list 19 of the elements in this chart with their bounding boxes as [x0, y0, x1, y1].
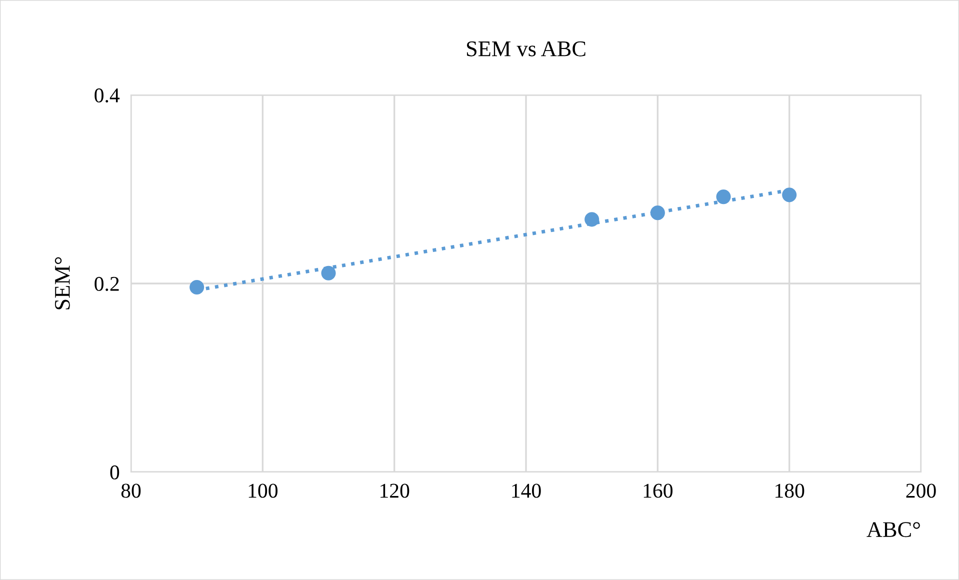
x-tick-label: 120: [380, 484, 410, 498]
point: [782, 188, 797, 202]
point: [321, 266, 336, 280]
point: [190, 280, 204, 295]
x-tick-label: 140: [512, 484, 541, 498]
x-tick-label: 200: [906, 484, 936, 498]
y-tick-label: 0.2: [94, 276, 119, 292]
point: [584, 212, 600, 227]
chart-title: SEM vs ABC: [466, 41, 586, 56]
x-tick-label: 160: [644, 484, 672, 498]
x-axis-title: ABC°: [866, 522, 920, 538]
point: [716, 190, 731, 204]
point: [650, 206, 665, 220]
y-tick-label: 0: [110, 465, 120, 480]
x-tick-label: 80: [121, 484, 141, 498]
x-tick-label: 100: [248, 484, 278, 498]
x-tick-label: 180: [776, 484, 804, 498]
y-axis-title: SEM°: [54, 257, 70, 310]
y-tick-label: 0.4: [94, 88, 120, 103]
